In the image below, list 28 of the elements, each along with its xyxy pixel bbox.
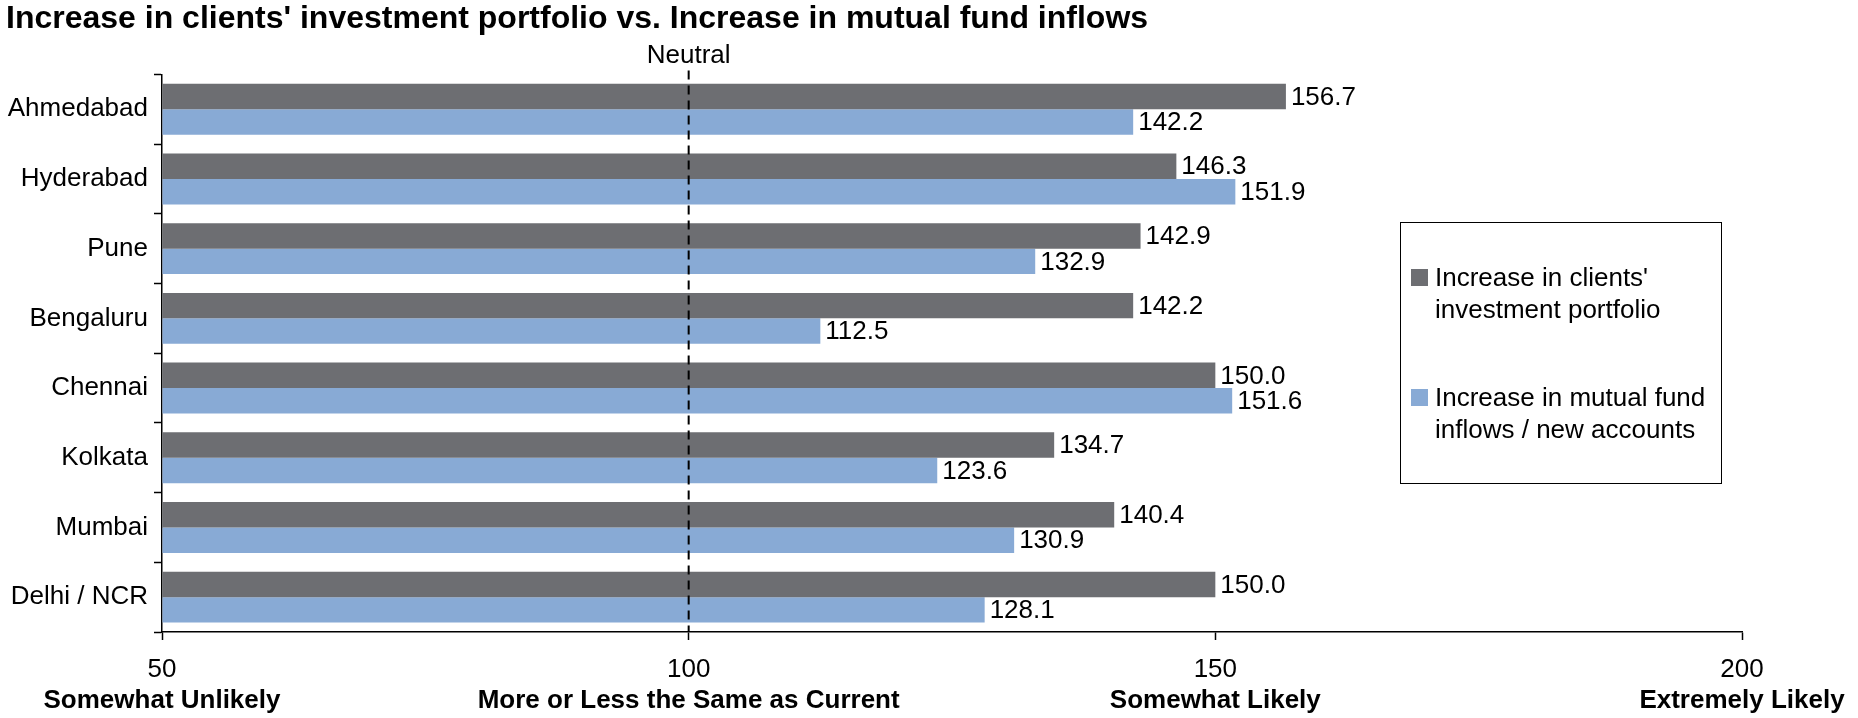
data-label: 132.9 — [1040, 245, 1106, 276]
data-label: 150.0 — [1220, 568, 1286, 599]
y-tick-label: Pune — [87, 231, 148, 262]
data-label: 123.6 — [942, 454, 1008, 485]
ref-line-label: Neutral — [646, 38, 731, 69]
data-label: 156.7 — [1290, 80, 1356, 111]
data-label: 142.2 — [1138, 106, 1204, 137]
data-label: 130.9 — [1019, 524, 1085, 555]
x-tick-label: 50 Somewhat Unlikely — [43, 653, 282, 715]
data-label: 142.2 — [1138, 289, 1204, 320]
data-label: 128.1 — [989, 594, 1055, 625]
legend-label: Increase in clients' investment portfolio — [1435, 261, 1662, 326]
x-tick-label: 100 More or Less the Same as Current — [477, 653, 900, 715]
x-tick-label: 150 Somewhat Likely — [1109, 653, 1322, 715]
data-label: 142.9 — [1145, 220, 1211, 251]
y-tick-label: Kolkata — [61, 440, 149, 471]
data-label: 134.7 — [1059, 429, 1125, 460]
y-tick-label: Ahmedabad — [7, 92, 148, 123]
y-tick-label: Delhi / NCR — [10, 580, 148, 611]
data-label: 112.5 — [825, 315, 889, 346]
x-tick-label: 200 Extremely Likely — [1639, 653, 1846, 715]
y-tick-label: Bengaluru — [29, 301, 148, 332]
y-tick-label: Chennai — [51, 371, 148, 402]
data-label: 140.4 — [1119, 498, 1185, 529]
y-tick-label: Hyderabad — [20, 162, 148, 193]
y-tick-label: Mumbai — [55, 510, 148, 541]
legend-label: Increase in mutual fund inflows / new accounts — [1435, 381, 1707, 446]
chart-title: Increase in clients' investment portfolio vs. Increase in mutual fund inflows — [6, 0, 1149, 36]
